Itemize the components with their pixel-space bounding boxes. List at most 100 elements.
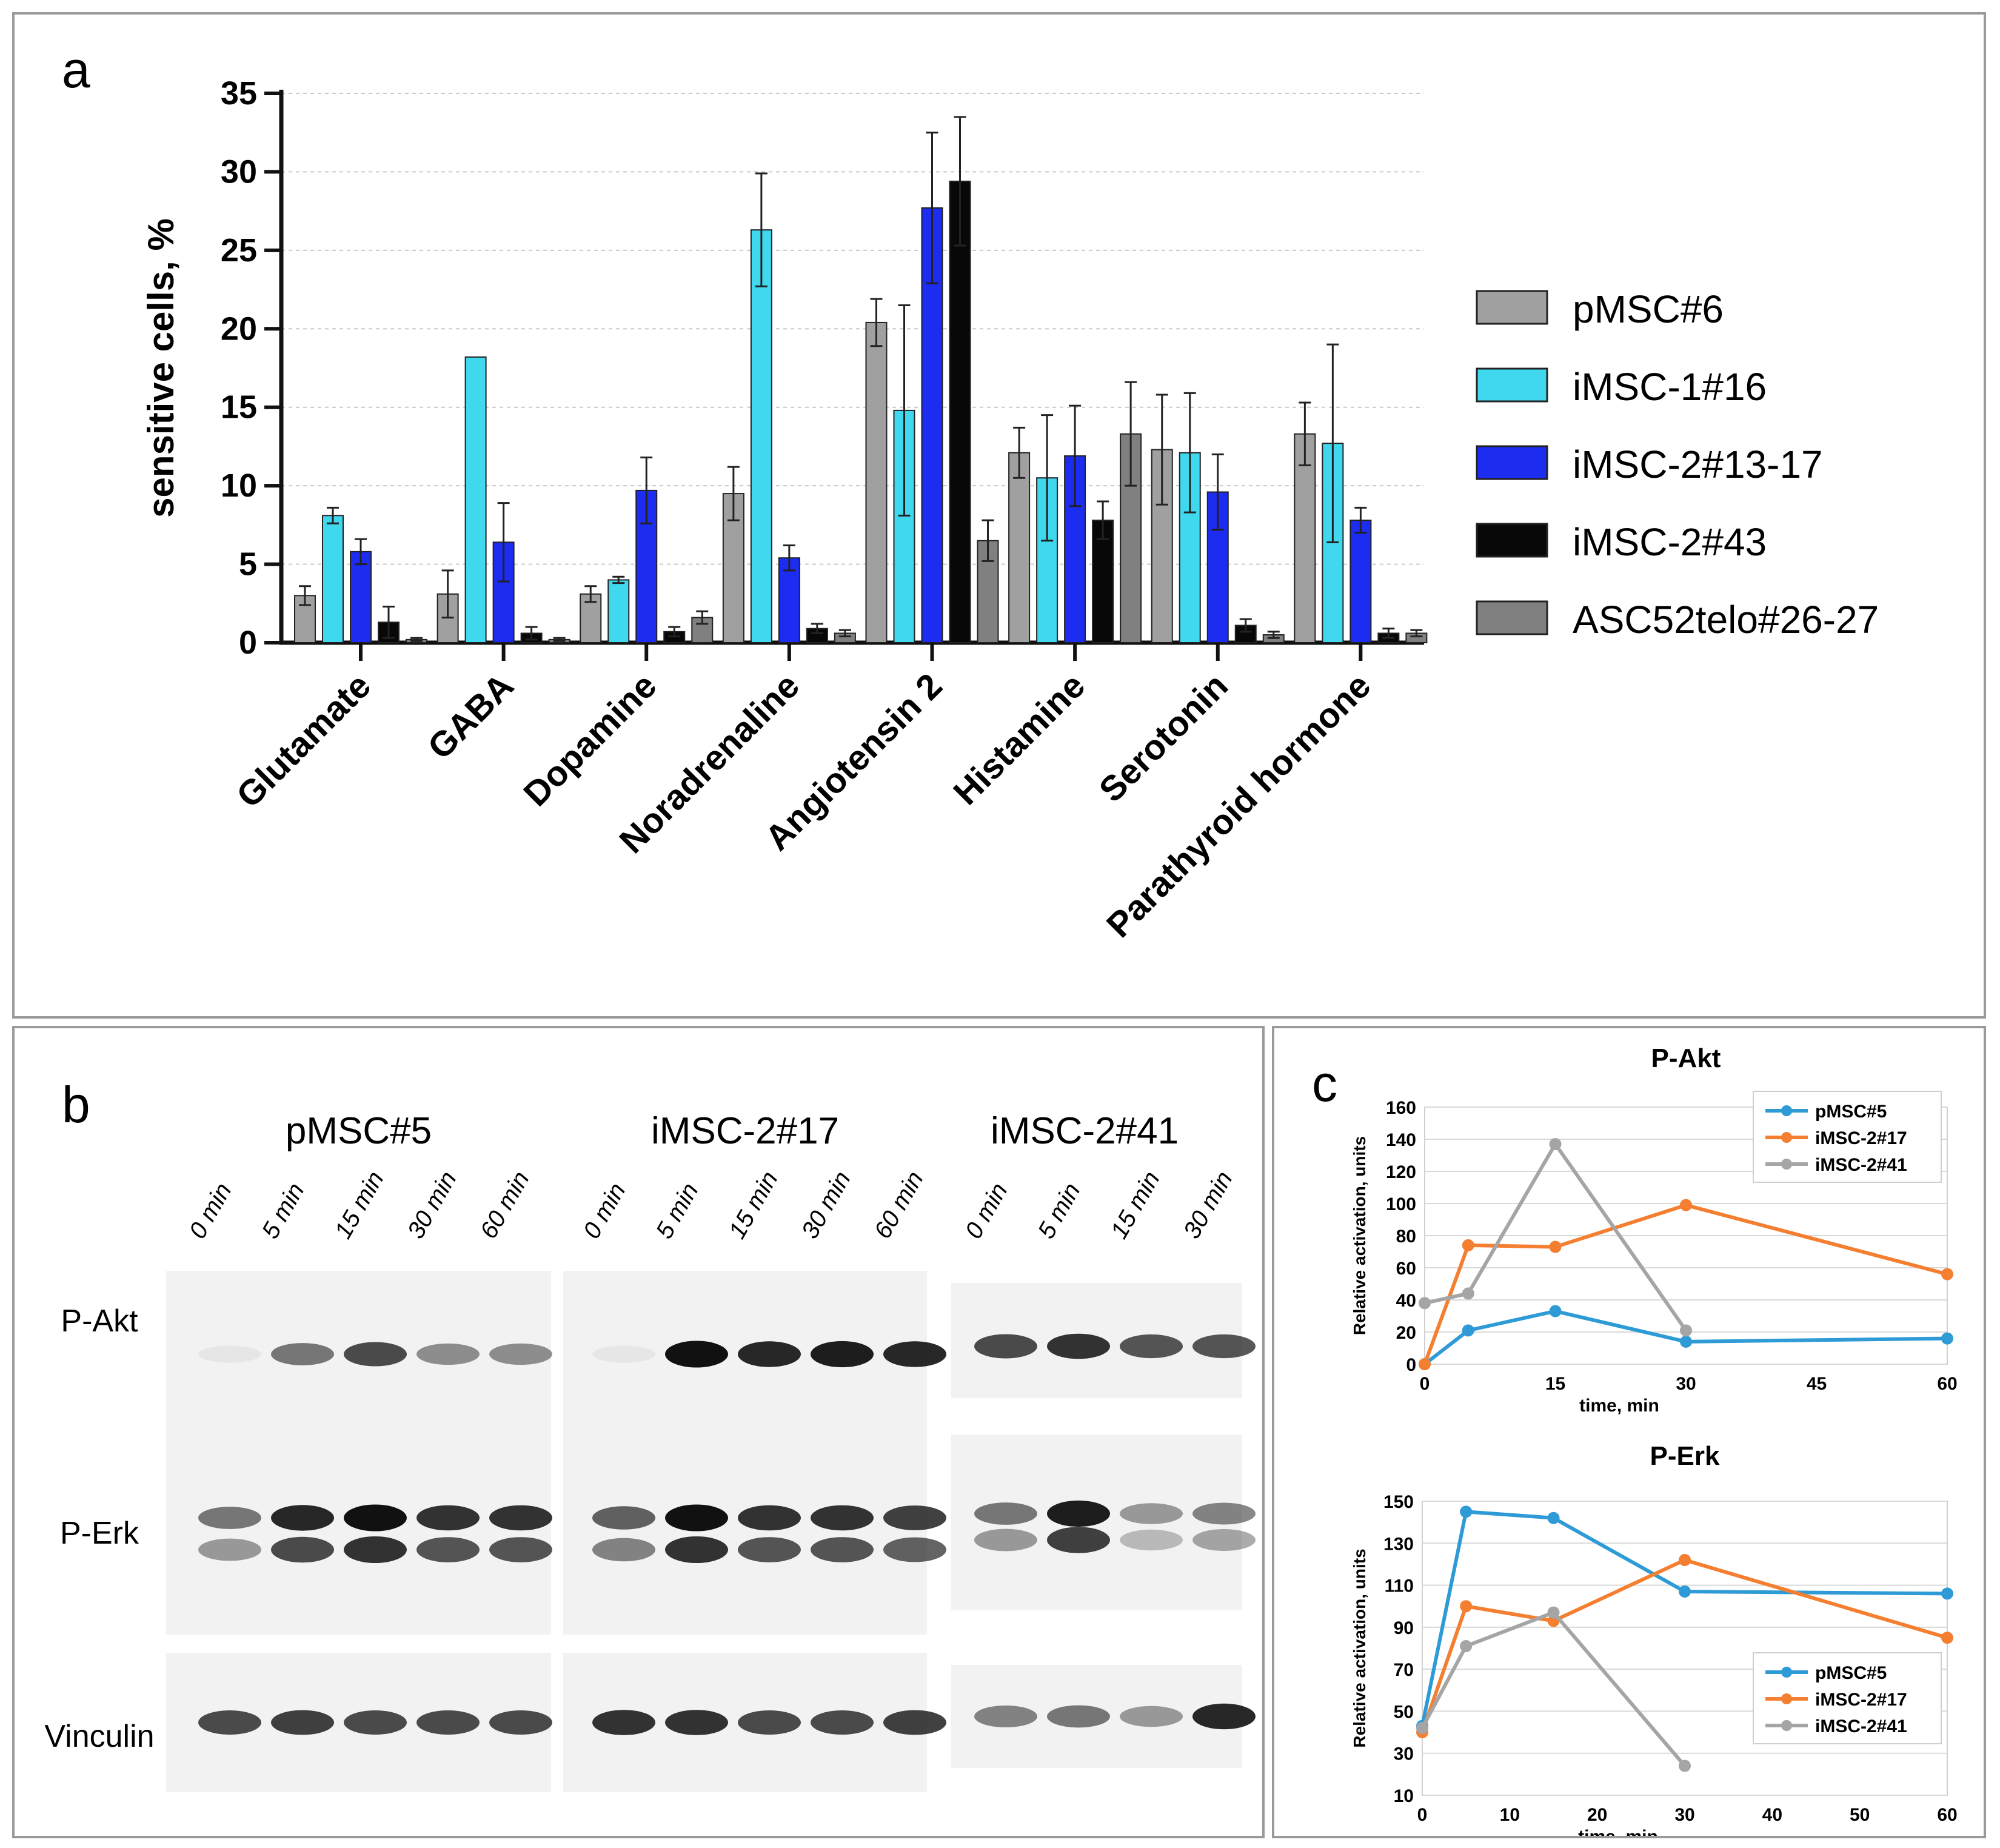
chart-p-erk-series-line-imsc-2-41 xyxy=(1420,1610,1687,1767)
chart-p-akt-y-axis-label: Relative activation, units xyxy=(1350,1136,1369,1335)
blot-band xyxy=(1192,1334,1256,1359)
chart-p-akt-y-tick-label: 40 xyxy=(1396,1291,1416,1311)
blot-group-label: iMSC-2#17 xyxy=(651,1110,839,1152)
blot-band xyxy=(1047,1333,1110,1359)
chart-p-erk-x-tick-label: 40 xyxy=(1762,1805,1782,1825)
chart-p-akt-legend-marker xyxy=(1781,1159,1792,1170)
legend-swatch xyxy=(1476,523,1548,558)
legend-label: iMSC-1#16 xyxy=(1573,365,1767,409)
blot-group-label: pMSC#5 xyxy=(286,1110,432,1152)
legend-swatch xyxy=(1476,600,1548,635)
y-tick-label: 0 xyxy=(239,624,257,661)
blot-band xyxy=(1120,1529,1183,1551)
chart-p-akt-point-imsc-2-17 xyxy=(1419,1358,1431,1370)
bar-pmsc-6-angiotensin-2 xyxy=(865,321,888,643)
panel-label-c: c xyxy=(1312,1055,1337,1112)
chart-p-akt-y-tick-label: 140 xyxy=(1386,1130,1416,1150)
chart-p-erk-y-tick-label: 30 xyxy=(1394,1744,1414,1764)
blot-band xyxy=(738,1710,801,1735)
blot-band xyxy=(271,1536,334,1563)
chart-p-erk-point-pmsc-5 xyxy=(1547,1512,1560,1524)
chart-p-erk-plot-area xyxy=(1422,1501,1948,1796)
blot-lane-label: 15 min xyxy=(724,1167,783,1244)
blot-lane-label: 30 min xyxy=(1179,1167,1238,1244)
chart-p-erk-point-imsc-2-41 xyxy=(1679,1759,1691,1772)
blot-band xyxy=(1047,1500,1110,1527)
chart-p-akt-legend-label: iMSC-2#17 xyxy=(1815,1128,1907,1148)
chart-p-erk-x-tick-label: 20 xyxy=(1587,1805,1607,1825)
blot-lane-label: 0 min xyxy=(184,1179,237,1244)
blot-lane-label: 30 min xyxy=(797,1167,856,1244)
blot-band xyxy=(811,1341,874,1368)
chart-p-erk-x-tick-label: 50 xyxy=(1850,1805,1870,1825)
bar-imsc-2-13-17-noradrenaline xyxy=(778,557,800,644)
chart-p-akt-point-imsc-2-17 xyxy=(1941,1268,1953,1281)
legend-label: iMSC-2#13-17 xyxy=(1573,443,1823,486)
chart-p-erk-point-imsc-2-17 xyxy=(1941,1632,1953,1644)
blot-band xyxy=(665,1710,728,1735)
chart-p-erk-point-imsc-2-17 xyxy=(1679,1554,1691,1566)
chart-p-erk-legend-label: iMSC-2#17 xyxy=(1815,1690,1907,1710)
blot-band xyxy=(974,1528,1037,1552)
chart-p-erk-point-imsc-2-41 xyxy=(1416,1722,1428,1735)
blot-band xyxy=(198,1538,261,1561)
blot-band xyxy=(344,1504,407,1532)
chart-p-akt-x-tick-label: 60 xyxy=(1937,1374,1957,1394)
chart-p-akt-point-imsc-2-41 xyxy=(1419,1297,1431,1310)
panel-a: a 0 5 10 15 20 25 30 35 sensitive cells, % Glutama… xyxy=(12,12,1986,1019)
chart-p-akt-legend-marker xyxy=(1781,1132,1792,1143)
legend-label: ASC52telo#26-27 xyxy=(1573,598,1879,641)
blot-band xyxy=(592,1538,655,1562)
y-tick-label: 5 xyxy=(239,546,257,583)
chart-p-akt-point-pmsc-5 xyxy=(1462,1324,1474,1337)
chart-p-akt-series-line-imsc-2-41 xyxy=(1424,1140,1688,1332)
blot-band xyxy=(974,1706,1037,1727)
bar-imsc-2-13-17-glutamate xyxy=(350,551,372,643)
chart-p-akt-x-tick-label: 0 xyxy=(1420,1374,1430,1394)
x-tick-label: Serotonin xyxy=(1092,666,1236,809)
blot-band xyxy=(416,1710,480,1735)
blot-band xyxy=(592,1345,655,1363)
chart-p-akt-point-imsc-2-41 xyxy=(1680,1324,1692,1337)
chart-p-akt-y-tick-label: 60 xyxy=(1396,1259,1416,1279)
blot-band xyxy=(974,1502,1037,1525)
blot-band xyxy=(489,1537,552,1562)
chart-p-erk-point-imsc-2-41 xyxy=(1547,1606,1560,1619)
chart-p-erk-x-tick-label: 0 xyxy=(1417,1805,1428,1825)
blot-band xyxy=(883,1505,946,1530)
blot-band xyxy=(883,1537,946,1562)
chart-p-akt-point-imsc-2-41 xyxy=(1549,1137,1562,1150)
chart-p-akt-y-tick-label: 120 xyxy=(1386,1162,1416,1182)
x-tick-label: Glutamate xyxy=(229,666,379,815)
y-tick-label: 30 xyxy=(221,153,257,190)
blot-band xyxy=(271,1505,334,1531)
bar-imsc-1-16-noradrenaline xyxy=(750,229,772,644)
blot-band xyxy=(592,1710,655,1735)
blot-lane-label: 15 min xyxy=(1106,1167,1165,1244)
blot-lane-label: 15 min xyxy=(330,1167,389,1244)
bar-pmsc-6-parathyroid-hormone xyxy=(1294,433,1316,643)
y-tick-label: 15 xyxy=(221,389,257,426)
panel-label-b: b xyxy=(62,1076,90,1133)
blot-lane-label: 0 min xyxy=(578,1179,631,1244)
chart-p-akt-legend-marker xyxy=(1781,1105,1792,1116)
chart-p-erk-y-tick-label: 110 xyxy=(1385,1576,1414,1596)
panel-label-a: a xyxy=(62,41,90,98)
blot-row-label: P-Erk xyxy=(60,1516,139,1551)
chart-p-erk-y-tick-label: 10 xyxy=(1394,1786,1414,1806)
legend-swatch xyxy=(1476,290,1548,325)
chart-p-akt-y-tick-label: 0 xyxy=(1406,1355,1416,1375)
y-tick-label: 35 xyxy=(221,75,257,112)
chart-p-erk-point-pmsc-5 xyxy=(1679,1585,1691,1598)
blot-band xyxy=(198,1507,261,1529)
chart-p-akt-x-tick-label: 30 xyxy=(1676,1374,1696,1394)
chart-p-akt-point-pmsc-5 xyxy=(1549,1305,1562,1317)
bar-imsc-1-16-glutamate xyxy=(322,515,344,644)
chart-p-akt-y-tick-label: 20 xyxy=(1396,1323,1416,1343)
chart-p-akt-point-pmsc-5 xyxy=(1680,1335,1692,1348)
y-tick-label: 20 xyxy=(221,310,257,347)
blot-band xyxy=(344,1710,407,1735)
blot-band xyxy=(1120,1706,1183,1727)
